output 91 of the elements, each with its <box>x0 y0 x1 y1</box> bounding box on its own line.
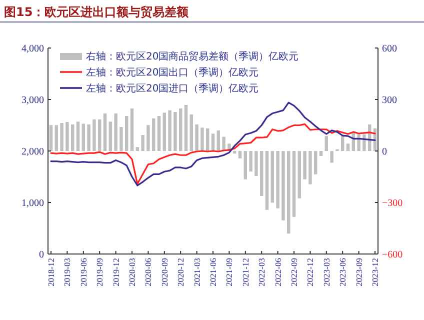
x-tick-label: 2018-12 <box>46 258 56 286</box>
y-tick-label: 0 <box>39 250 44 260</box>
legend-label: 左轴：欧元区20国出口（季调）亿欧元 <box>86 66 259 78</box>
bar <box>276 151 280 208</box>
bar <box>98 119 102 151</box>
bar <box>87 124 90 151</box>
x-tick-label: 2019-06 <box>78 258 88 286</box>
bar <box>162 112 166 151</box>
bar <box>292 151 296 217</box>
bar <box>265 151 269 210</box>
bar <box>346 144 350 151</box>
x-tick-label: 2020-12 <box>176 258 186 286</box>
legend-label: 右轴：欧元区20国商品贸易差额（季调）亿欧元 <box>86 50 299 62</box>
bar <box>211 134 215 151</box>
bar <box>141 135 144 151</box>
y-tick-label: 4,000 <box>22 44 44 54</box>
bar <box>298 151 301 198</box>
y-tick-label: 2,000 <box>22 146 44 158</box>
y2-tick-label: −300 <box>382 198 403 209</box>
bar <box>282 151 285 220</box>
bar <box>179 108 182 151</box>
bar <box>341 136 344 151</box>
bar <box>249 151 252 172</box>
x-tick-label: 2023-03 <box>321 258 332 286</box>
x-tick-label: 2023-12 <box>370 258 380 286</box>
y2-tick-label: 600 <box>382 44 397 54</box>
bar <box>54 125 58 151</box>
bar <box>114 113 118 151</box>
bar <box>222 136 226 151</box>
bar <box>174 112 177 151</box>
bar <box>303 151 306 180</box>
bar <box>308 151 312 184</box>
chart-title: 图15：欧元区进出口额与贸易差额 <box>4 5 190 19</box>
x-tick-label: 2022-03 <box>256 258 267 286</box>
bar <box>190 114 193 151</box>
bar <box>238 151 242 158</box>
bar <box>319 151 323 156</box>
bar <box>168 110 172 151</box>
x-tick-label: 2019-03 <box>62 258 72 286</box>
y-tick-label: 3,000 <box>22 95 44 106</box>
bar <box>60 123 64 151</box>
x-tick-label: 2020-03 <box>127 258 137 286</box>
bar <box>200 128 204 151</box>
bar <box>287 151 290 234</box>
bar <box>244 151 247 180</box>
bar <box>324 136 328 151</box>
x-tick-label: 2023-06 <box>338 258 348 286</box>
bar <box>125 116 128 151</box>
x-tick-label: 2020-06 <box>143 258 154 286</box>
bar <box>152 118 156 151</box>
x-tick-label: 2021-12 <box>240 258 250 286</box>
bar <box>136 147 139 151</box>
x-tick-label: 2021-06 <box>208 258 218 286</box>
bar <box>206 128 210 151</box>
bar <box>71 124 74 151</box>
x-tick-label: 2019-09 <box>94 258 105 286</box>
bar <box>82 124 85 151</box>
bar <box>195 124 198 151</box>
y2-tick-label: 0 <box>382 146 387 158</box>
y-tick-label: 1,000 <box>22 198 44 209</box>
y2-tick-label: 300 <box>382 95 397 106</box>
bar <box>92 119 96 151</box>
bar <box>270 151 274 203</box>
bar <box>146 125 150 151</box>
x-tick-label: 2021-09 <box>224 258 234 286</box>
bar <box>120 126 123 151</box>
line-series <box>50 102 376 186</box>
x-tick-label: 2023-09 <box>354 258 364 286</box>
x-tick-label: 2022-12 <box>305 258 316 286</box>
x-tick-label: 2022-09 <box>289 258 299 286</box>
bar <box>330 151 334 163</box>
x-tick-label: 2019-12 <box>110 258 121 286</box>
bar <box>254 151 258 176</box>
bar <box>314 151 318 174</box>
bar <box>103 113 107 151</box>
bar <box>216 130 220 151</box>
bar <box>76 122 80 151</box>
line-series <box>50 123 376 185</box>
bar <box>66 122 69 151</box>
bar <box>157 116 161 151</box>
bar <box>184 104 188 151</box>
x-tick-label: 2021-03 <box>192 258 202 286</box>
y2-tick-label: −600 <box>382 250 403 260</box>
bar <box>49 125 53 151</box>
legend-label: 左轴：欧元区20国进口（季调）亿欧元 <box>86 82 259 94</box>
bar <box>260 151 264 196</box>
x-tick-label: 2020-09 <box>159 258 170 286</box>
bar <box>130 108 134 151</box>
bar <box>233 151 236 154</box>
bar <box>108 122 112 151</box>
x-tick-label: 2022-06 <box>272 258 283 286</box>
